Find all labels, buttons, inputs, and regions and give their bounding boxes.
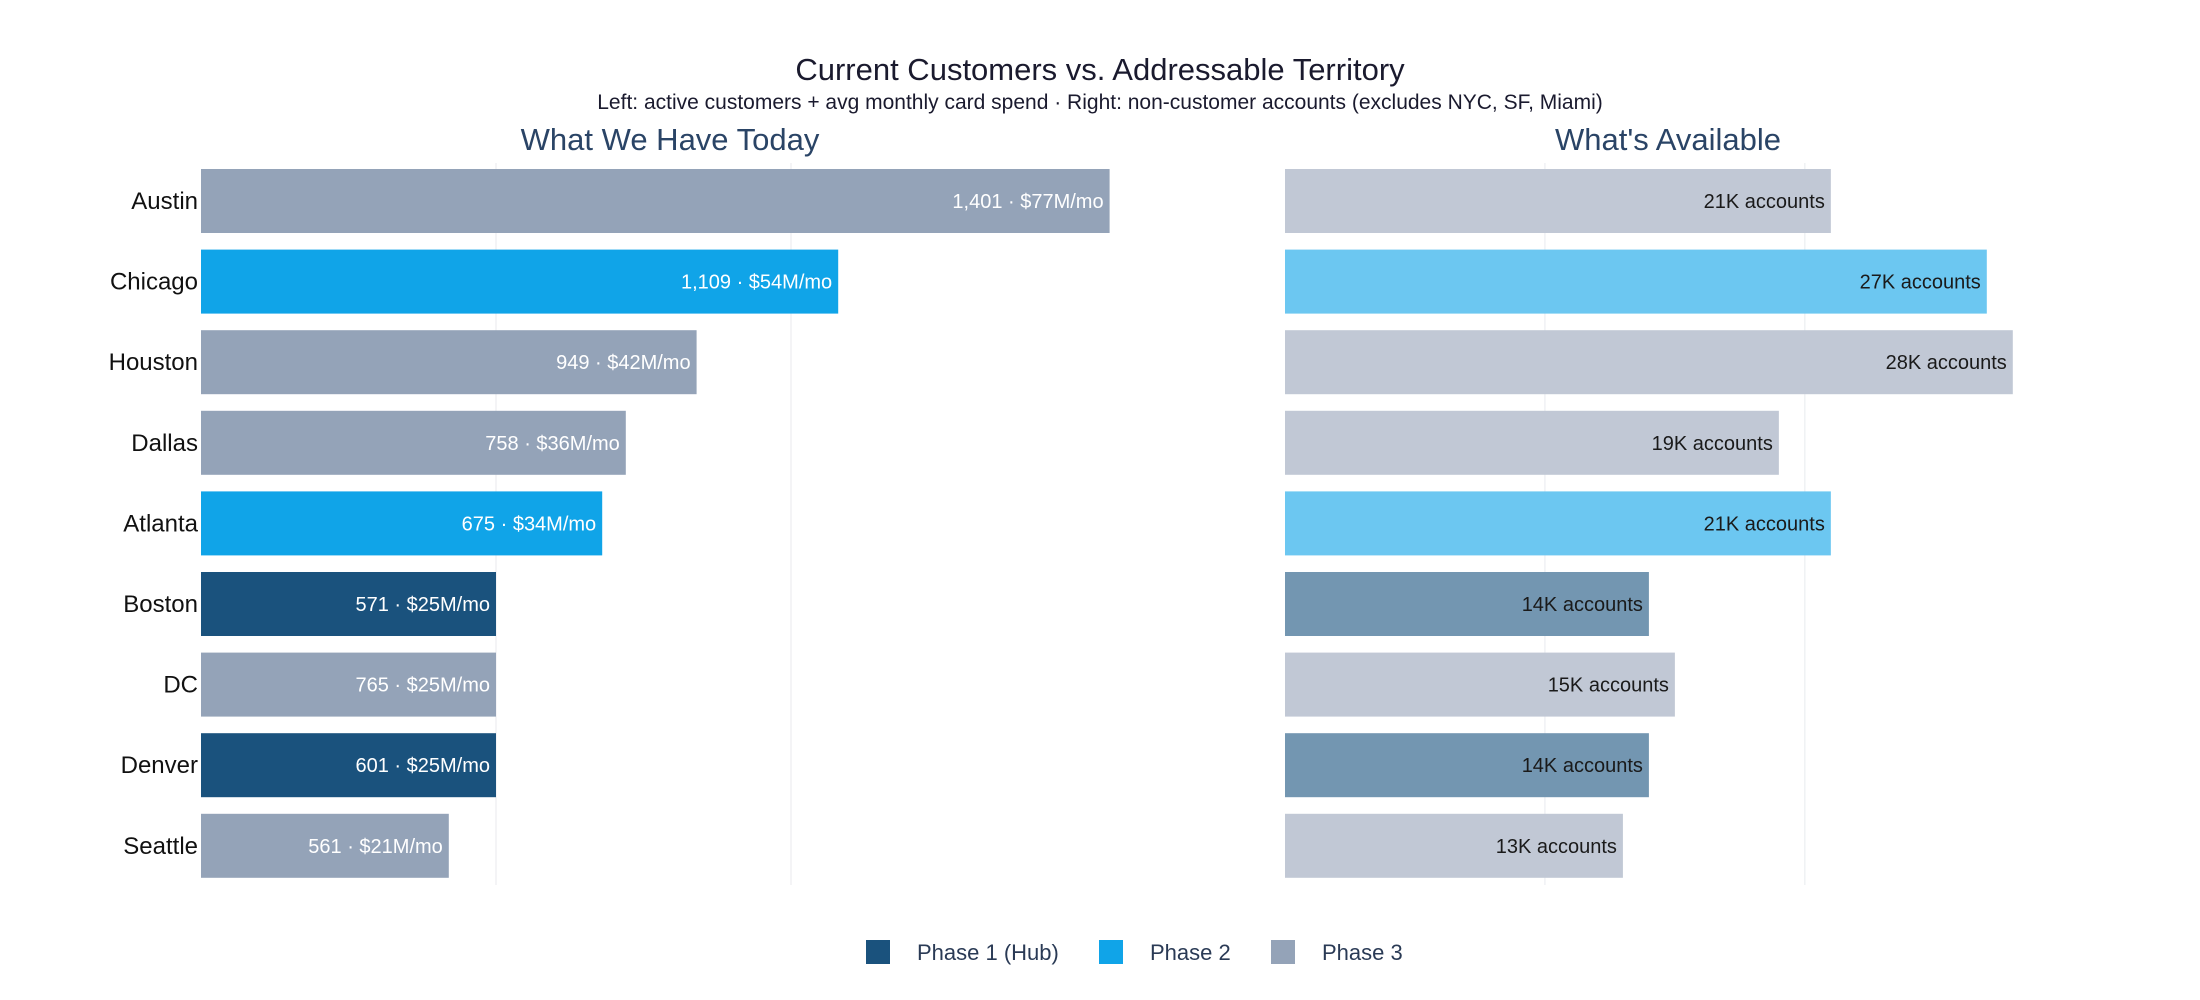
left-bar-denver bbox=[201, 733, 496, 798]
category-label: Houston bbox=[109, 349, 198, 376]
left-bar-chicago bbox=[201, 249, 839, 314]
right-bar-label: 21K accounts bbox=[1704, 191, 1825, 213]
left-panel-title: What We Have Today bbox=[521, 122, 820, 157]
right-bar-chicago bbox=[1285, 249, 1987, 314]
right-bar-seattle bbox=[1285, 813, 1623, 878]
left-panel-bars: 1,401 · $77M/mo 1,109 · $54M/mo 949 · $42M… bbox=[201, 169, 1110, 878]
legend-label: Phase 2 bbox=[1150, 940, 1231, 965]
left-bar-label: 765 · $25M/mo bbox=[355, 675, 490, 697]
left-bar-dallas bbox=[201, 410, 626, 475]
legend-swatch bbox=[866, 940, 890, 964]
chart-title: Current Customers vs. Addressable Territ… bbox=[795, 52, 1405, 87]
right-bar-boston bbox=[1285, 572, 1649, 636]
left-bar-boston bbox=[201, 572, 496, 636]
left-bar-label: 601 · $25M/mo bbox=[355, 755, 490, 777]
right-bar-label: 27K accounts bbox=[1860, 272, 1981, 294]
right-bar-label: 14K accounts bbox=[1522, 594, 1643, 616]
left-bar-label: 758 · $36M/mo bbox=[485, 433, 620, 455]
category-label: Boston bbox=[123, 591, 198, 618]
legend: Phase 1 (Hub) Phase 2 Phase 3 bbox=[866, 940, 1403, 965]
legend-swatch bbox=[1271, 940, 1295, 964]
left-bar-label: 675 · $34M/mo bbox=[462, 513, 597, 535]
right-bar-label: 21K accounts bbox=[1704, 513, 1825, 535]
category-label: Atlanta bbox=[123, 510, 198, 537]
category-label: Seattle bbox=[123, 833, 198, 860]
right-bar-austin bbox=[1285, 169, 1831, 233]
left-bar-label: 1,401 · $77M/mo bbox=[952, 191, 1103, 213]
left-bar-label: 1,109 · $54M/mo bbox=[681, 272, 832, 294]
left-bar-label: 571 · $25M/mo bbox=[355, 594, 490, 616]
category-axis: Austin Chicago Houston Dallas Atlanta Boston D… bbox=[109, 188, 199, 860]
left-bar-dc bbox=[201, 652, 496, 717]
legend-label: Phase 1 (Hub) bbox=[917, 940, 1059, 965]
right-bar-dc bbox=[1285, 652, 1675, 717]
chart-subtitle: Left: active customers + avg monthly car… bbox=[597, 91, 1603, 114]
legend-label: Phase 3 bbox=[1322, 940, 1403, 965]
right-panel-title: What's Available bbox=[1555, 122, 1781, 157]
right-bar-label: 14K accounts bbox=[1522, 755, 1643, 777]
right-bar-houston bbox=[1285, 330, 2013, 395]
left-bar-label: 561 · $21M/mo bbox=[308, 836, 443, 858]
category-label: Denver bbox=[121, 752, 198, 779]
category-label: Austin bbox=[131, 188, 198, 215]
left-bar-atlanta bbox=[201, 491, 603, 556]
left-bar-austin bbox=[201, 169, 1110, 233]
right-bar-label: 19K accounts bbox=[1652, 433, 1773, 455]
left-bar-label: 949 · $42M/mo bbox=[556, 352, 691, 374]
right-bar-label: 28K accounts bbox=[1886, 352, 2007, 374]
right-bar-label: 13K accounts bbox=[1496, 836, 1617, 858]
category-label: DC bbox=[163, 672, 198, 699]
left-bar-houston bbox=[201, 330, 697, 395]
right-bar-label: 15K accounts bbox=[1548, 675, 1669, 697]
right-bar-dallas bbox=[1285, 410, 1779, 475]
right-bar-denver bbox=[1285, 733, 1649, 798]
right-panel-bars: 21K accounts 27K accounts 28K accounts 19K … bbox=[1285, 169, 2013, 878]
left-bar-seattle bbox=[201, 813, 449, 878]
legend-swatch bbox=[1099, 940, 1123, 964]
category-label: Dallas bbox=[131, 430, 198, 457]
category-label: Chicago bbox=[110, 269, 198, 296]
right-bar-atlanta bbox=[1285, 491, 1831, 556]
